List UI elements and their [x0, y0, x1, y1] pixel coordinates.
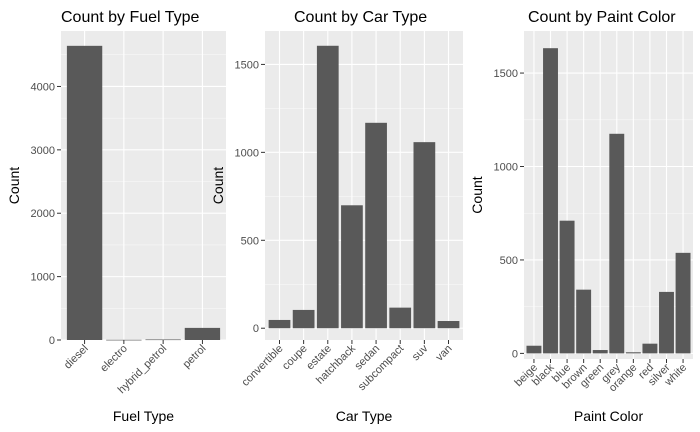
chart-title: Count by Car Type	[294, 9, 427, 26]
bar-grey	[609, 133, 625, 354]
y-tick-label: 4000	[31, 81, 55, 93]
bar-hybrid_petrol	[145, 339, 181, 341]
bar-orange	[625, 352, 641, 354]
chart-panel-3: 050010001500beigeblackbluebrowngreengrey…	[469, 9, 693, 424]
bar-van	[437, 321, 460, 329]
x-tick-label-diesel: diesel	[62, 343, 91, 372]
bar-brown	[576, 289, 592, 354]
bar-black	[543, 48, 558, 354]
bar-coupe	[292, 309, 315, 329]
bar-red	[642, 343, 658, 354]
x-axis-title: Paint Color	[574, 408, 644, 424]
bar-suv	[413, 142, 436, 329]
y-tick-label: 0	[512, 348, 518, 360]
chart-title: Count by Paint Color	[528, 9, 676, 26]
y-tick-label: 1500	[494, 68, 518, 80]
x-tick-label-suv: suv	[410, 342, 431, 363]
chart-panel-2: 050010001500convertiblecoupeestatehatchb…	[210, 9, 463, 424]
y-tick-label: 1000	[235, 147, 259, 159]
y-tick-label: 1500	[235, 59, 259, 71]
x-tick-label-convertible: convertible	[240, 343, 286, 389]
y-axis-title: Count	[469, 176, 485, 213]
bar-petrol	[184, 327, 221, 340]
bar-sedan	[365, 122, 387, 329]
x-axis-title: Fuel Type	[113, 408, 174, 424]
x-tick-label-petrol: petrol	[181, 343, 209, 371]
x-tick-label-electro: electro	[98, 343, 130, 375]
y-axis-title: Count	[6, 167, 22, 204]
x-tick-label-coupe: coupe	[280, 343, 310, 373]
y-tick-label: 500	[500, 255, 518, 267]
bar-white	[675, 252, 691, 354]
x-tick-label-van: van	[434, 343, 455, 364]
y-axis-title: Count	[210, 167, 226, 204]
bar-blue	[559, 220, 575, 354]
bar-estate	[316, 45, 339, 329]
y-tick-label: 500	[241, 235, 259, 247]
y-tick-label: 3000	[31, 145, 55, 157]
bar-subcompact	[389, 307, 412, 329]
bar-green	[592, 350, 608, 354]
y-tick-label: 1000	[31, 272, 55, 284]
bar-convertible	[268, 319, 291, 329]
y-tick-label: 2000	[31, 208, 55, 220]
bar-beige	[526, 345, 542, 354]
bar-diesel	[66, 45, 103, 340]
bar-hatchback	[341, 205, 363, 329]
y-tick-label: 1000	[494, 161, 518, 173]
x-axis-title: Car Type	[336, 408, 393, 424]
y-tick-label: 0	[253, 323, 259, 335]
bar-silver	[659, 291, 674, 354]
chart-title: Count by Fuel Type	[61, 9, 200, 26]
y-tick-label: 0	[49, 335, 55, 347]
